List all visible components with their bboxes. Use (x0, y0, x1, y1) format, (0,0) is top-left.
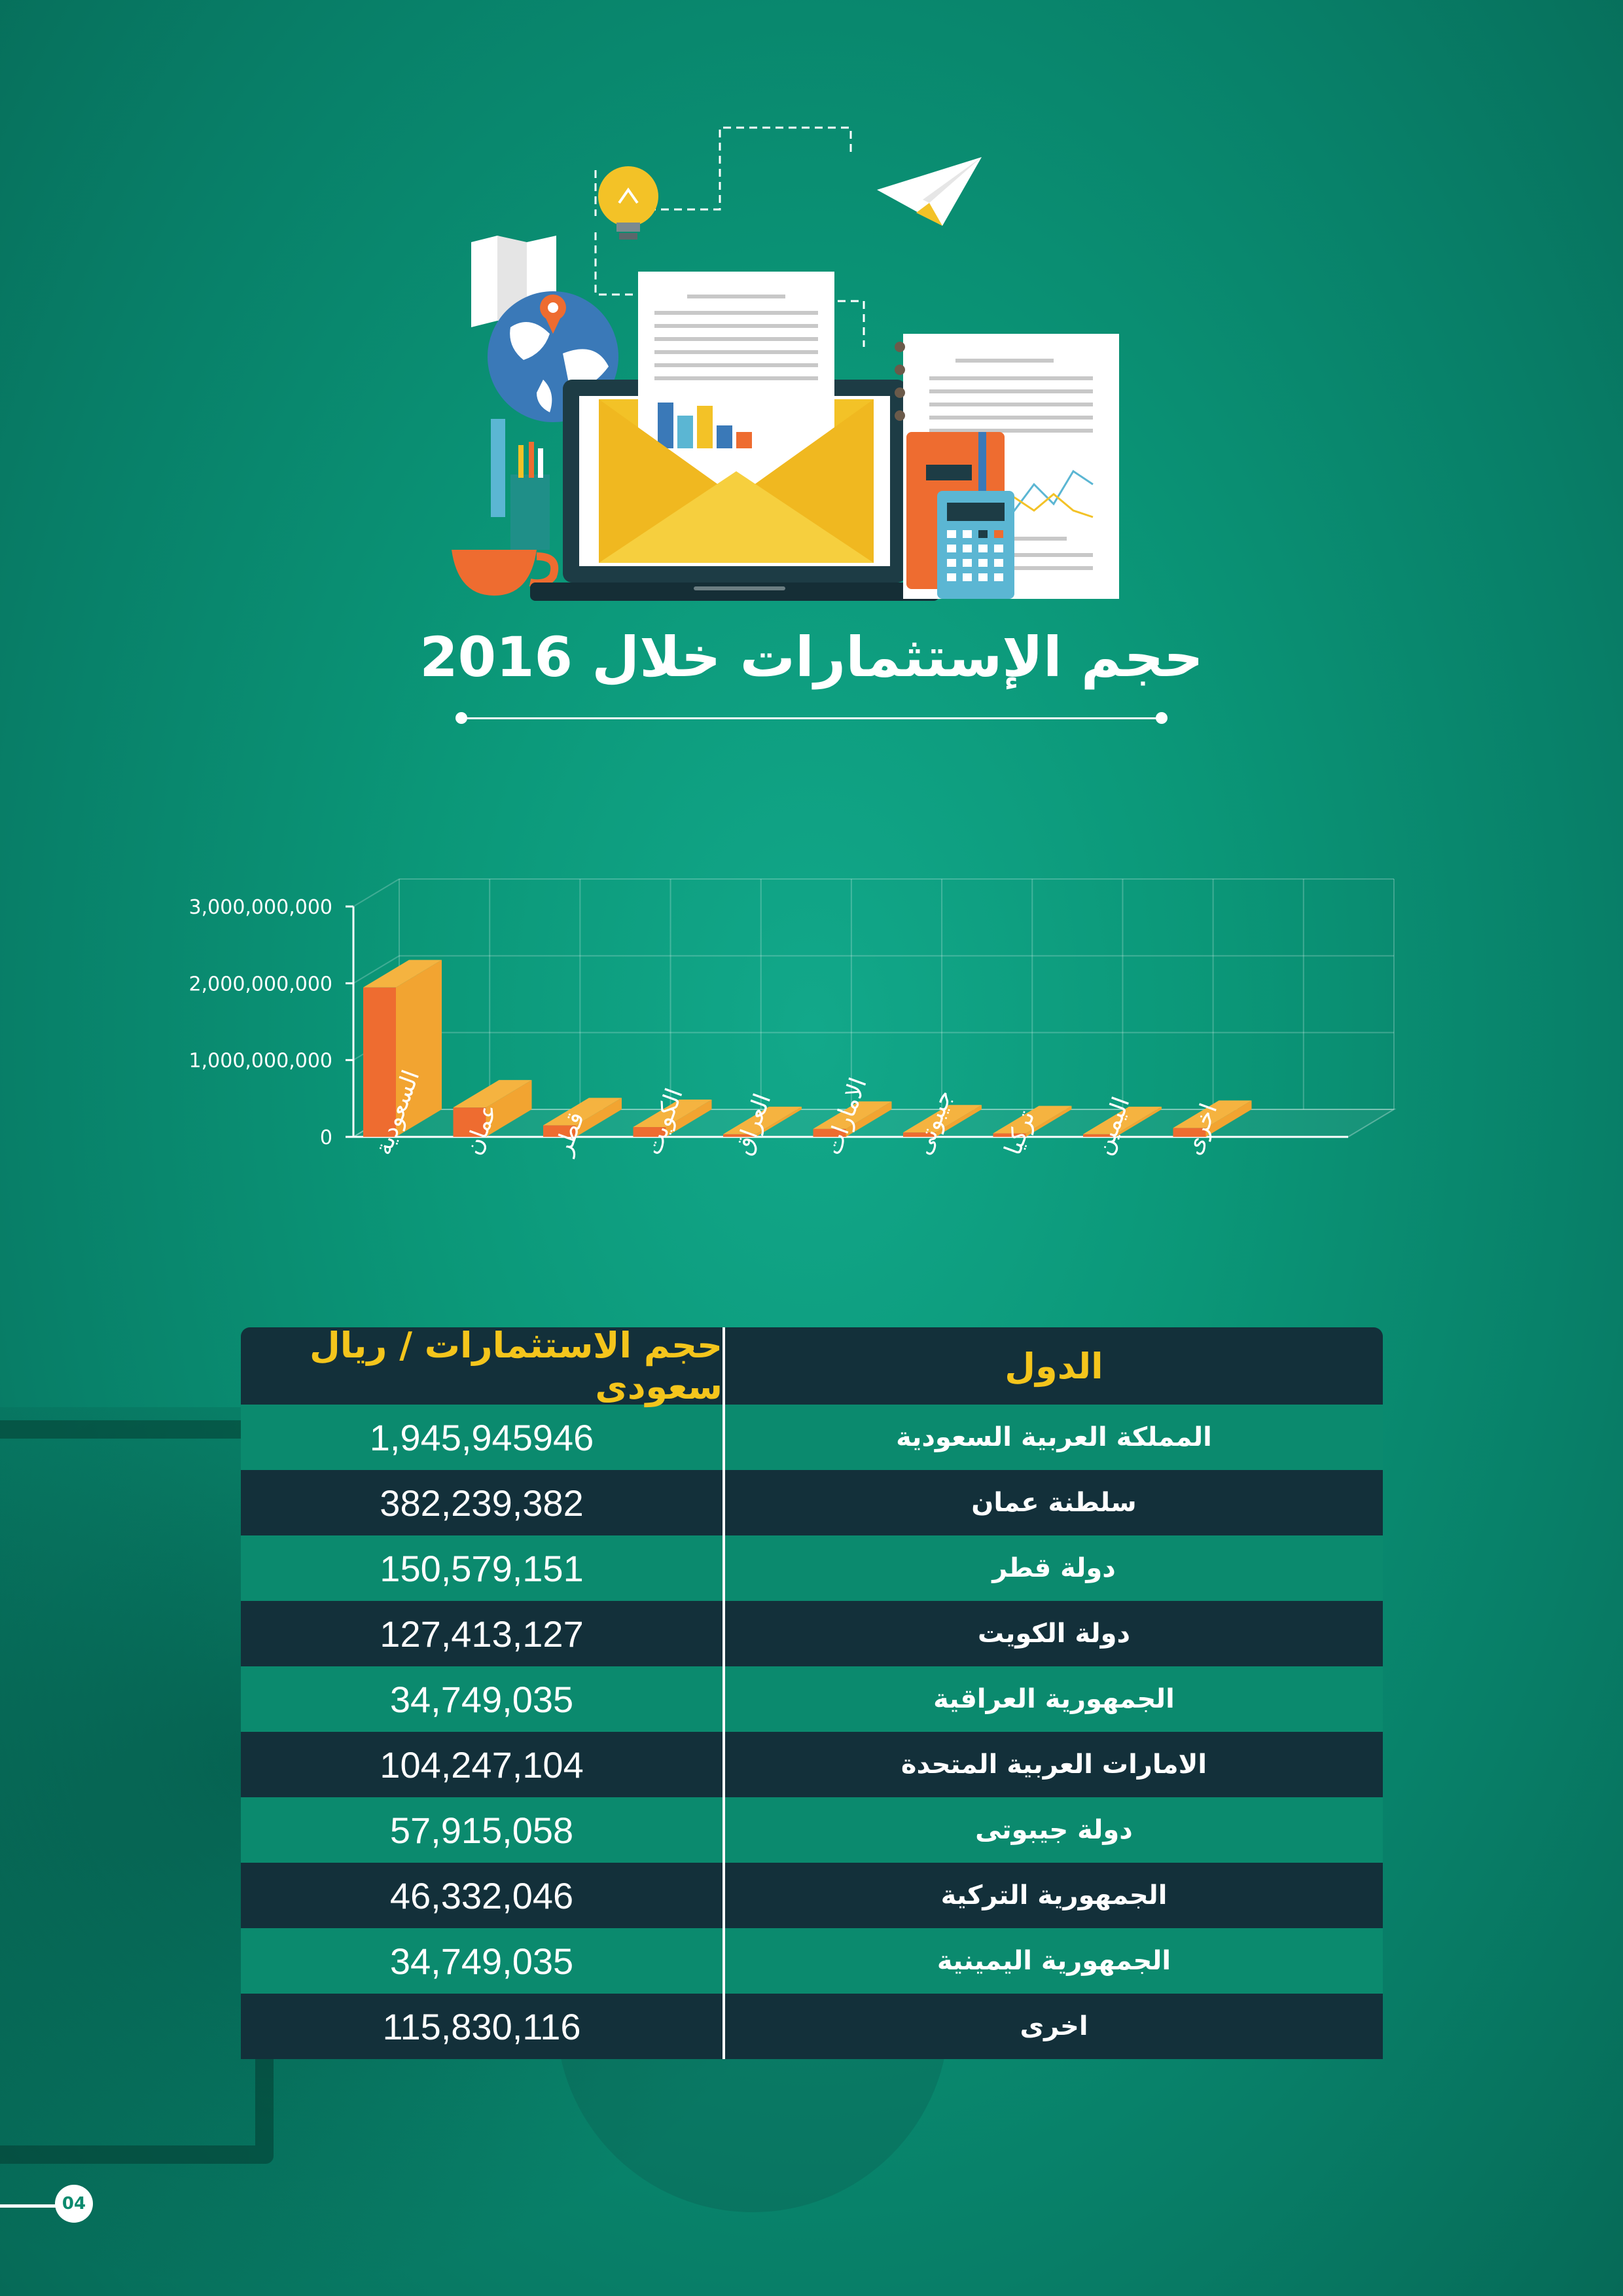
page-number: 04 (55, 2185, 93, 2223)
country-cell: اخرى (1020, 2011, 1088, 2041)
bar-top (813, 1101, 892, 1129)
value-cell: 34,749,035 (241, 1928, 725, 1994)
bar-side (1026, 1105, 1072, 1137)
bar-side (756, 1106, 802, 1137)
title-underline (461, 717, 1162, 719)
bar-side (486, 1080, 532, 1137)
page-title: حجم الإستثمارات خلال 2016 (419, 625, 1204, 689)
country-cell: الامارات العربية المتحدة (901, 1749, 1207, 1780)
bar-top (993, 1105, 1072, 1134)
bar-top (453, 1080, 532, 1108)
chart-gridline-diagonal (353, 878, 400, 907)
table-header: الدول حجم الاستثمارات / ريال سعودى (241, 1325, 1383, 1407)
bar-side (1205, 1100, 1252, 1137)
bar-front (1083, 1134, 1116, 1137)
bar-side (1116, 1106, 1162, 1137)
value-cell: 104,247,104 (241, 1732, 725, 1797)
bar-front (903, 1132, 936, 1137)
country-cell: سلطنة عمان (971, 1488, 1137, 1518)
value-cell: 46,332,046 (241, 1863, 725, 1928)
value-cell: 150,579,151 (241, 1535, 725, 1601)
y-tick-label: 1,000,000,000 (189, 1050, 332, 1073)
envelope-icon (599, 272, 874, 563)
table-row: دولة قطر 150,579,151 (241, 1535, 1383, 1601)
table-row: سلطنة عمان 382,239,382 (241, 1470, 1383, 1535)
bar-front (363, 987, 396, 1137)
y-tick-label: 3,000,000,000 (189, 896, 332, 919)
bar-front (543, 1125, 576, 1137)
bar-side (666, 1100, 712, 1137)
country-cell: الجمهورية التركية (940, 1880, 1168, 1910)
paper-plane-icon (877, 157, 982, 226)
bar-front (453, 1107, 486, 1137)
bar-top (633, 1100, 712, 1128)
bar-front (633, 1127, 666, 1137)
table-row: الجمهورية التركية 46,332,046 (241, 1863, 1383, 1928)
header-illustration (452, 126, 1119, 601)
y-tick-label: 2,000,000,000 (189, 973, 332, 996)
bar-front (1173, 1128, 1206, 1137)
value-cell: 382,239,382 (241, 1470, 725, 1535)
value-cell: 1,945,945946 (241, 1405, 725, 1470)
bar-side (846, 1101, 892, 1137)
value-cell: 34,749,035 (241, 1666, 725, 1732)
header-value: حجم الاستثمارات / ريال سعودى (241, 1325, 725, 1407)
country-cell: الجمهورية العراقية (933, 1684, 1175, 1714)
bar-top (903, 1105, 982, 1133)
bar-top (1173, 1100, 1252, 1128)
investment-table: الدول حجم الاستثمارات / ريال سعودى الممل… (241, 1325, 1383, 2059)
value-cell: 127,413,127 (241, 1601, 725, 1666)
bar-front (813, 1128, 846, 1137)
bar-front (993, 1133, 1026, 1137)
bar-top (723, 1106, 802, 1134)
pencil-holder-icon (491, 419, 550, 550)
header-country: الدول (1005, 1345, 1103, 1387)
y-tick-label: 0 (320, 1126, 332, 1149)
country-cell: دولة جيبوتى (975, 1815, 1133, 1845)
table-row: دولة جيبوتى 57,915,058 (241, 1797, 1383, 1863)
bar-side (396, 960, 442, 1137)
country-cell: دولة الكويت (977, 1619, 1131, 1649)
value-cell: 115,830,116 (241, 1994, 725, 2059)
light-bulb-icon (598, 166, 658, 240)
bar-front (723, 1134, 756, 1137)
bar-top (363, 960, 442, 988)
table-row: الجمهورية العراقية 34,749,035 (241, 1666, 1383, 1732)
table-row: المملكة العربية السعودية 1,945,945946 (241, 1405, 1383, 1470)
table-row: دولة الكويت 127,413,127 (241, 1601, 1383, 1666)
country-cell: الجمهورية اليمينية (936, 1946, 1171, 1976)
table-row: الجمهورية اليمينية 34,749,035 (241, 1928, 1383, 1994)
bar-top (1083, 1106, 1162, 1134)
value-cell: 57,915,058 (241, 1797, 725, 1863)
title-underline-dot-right (1156, 712, 1168, 724)
country-cell: دولة قطر (992, 1553, 1116, 1583)
page-number-line (0, 2204, 59, 2208)
investment-bar-chart: 0 1,000,000,000 2,000,000,000 3,000,000,000… (189, 878, 1397, 1160)
bar-side (936, 1105, 982, 1137)
country-cell: المملكة العربية السعودية (896, 1422, 1212, 1452)
title-underline-dot-left (455, 712, 467, 724)
table-row: اخرى 115,830,116 (241, 1994, 1383, 2059)
table-row: الامارات العربية المتحدة 104,247,104 (241, 1732, 1383, 1797)
bar-top (543, 1098, 622, 1126)
background-monitor-image (0, 1420, 274, 2164)
bar-side (576, 1098, 622, 1137)
chart-gridline-diagonal (353, 955, 400, 984)
calculator-icon (937, 491, 1014, 599)
